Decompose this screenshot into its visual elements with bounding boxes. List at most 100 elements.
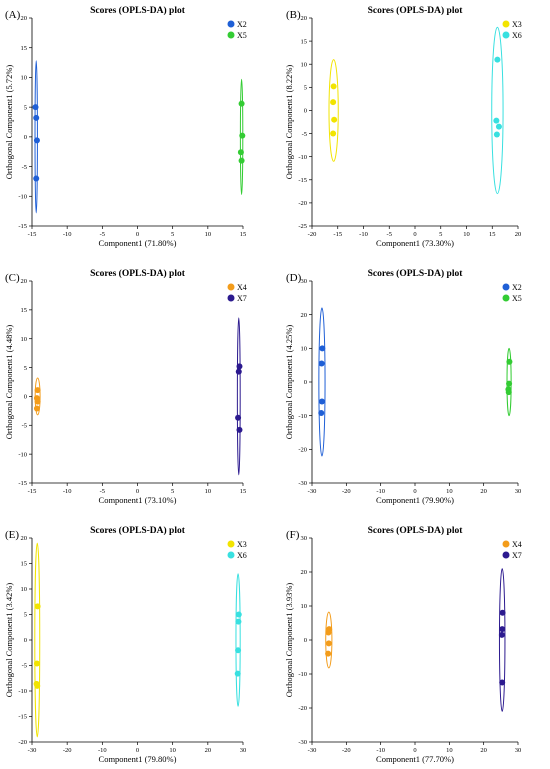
- y-tick-label: 10: [21, 75, 28, 82]
- confidence-ellipse: [236, 317, 241, 476]
- y-tick-label: 10: [301, 603, 308, 610]
- x-tick-label: -10: [376, 747, 385, 754]
- legend-marker: [227, 551, 235, 559]
- data-point: [32, 104, 39, 111]
- data-point: [34, 398, 41, 405]
- data-point: [325, 629, 332, 636]
- y-tick-label: -20: [298, 705, 307, 712]
- y-axis-label: Orthogonal Component1 (4.48%): [4, 325, 14, 440]
- x-tick-label: 30: [515, 488, 522, 495]
- data-point: [499, 609, 506, 616]
- y-tick-label: -5: [22, 422, 27, 429]
- x-tick-label: -10: [376, 488, 385, 495]
- legend-label: X7: [237, 294, 247, 303]
- data-point: [238, 157, 245, 164]
- panel-label: (B): [286, 9, 301, 21]
- legend-marker: [227, 283, 235, 291]
- x-tick-label: 15: [240, 231, 247, 238]
- y-tick-label: 0: [24, 637, 27, 644]
- data-point: [330, 130, 337, 137]
- x-tick-label: 20: [205, 747, 212, 754]
- data-point: [234, 670, 241, 677]
- data-point: [33, 137, 40, 144]
- data-point: [506, 358, 513, 365]
- x-tick-label: -30: [308, 488, 317, 495]
- x-tick-label: -15: [28, 231, 37, 238]
- y-tick-label: 15: [21, 45, 28, 52]
- y-tick-label: -20: [18, 739, 27, 746]
- y-tick-label: 5: [24, 612, 27, 619]
- x-tick-label: 0: [136, 747, 139, 754]
- x-tick-label: 30: [240, 747, 247, 754]
- y-tick-label: 5: [304, 85, 307, 92]
- data-point: [236, 426, 243, 433]
- x-tick-label: -30: [308, 747, 317, 754]
- chart-title: Scores (OPLS-DA) plot: [90, 525, 186, 536]
- y-axis-label: Orthogonal Component1 (3.42%): [4, 583, 14, 698]
- legend-label: X4: [237, 283, 247, 292]
- y-tick-label: -10: [298, 671, 307, 678]
- x-tick-label: 10: [463, 231, 470, 238]
- data-point: [494, 56, 501, 63]
- chart-panel: (A) Scores (OPLS-DA) plot -15 -10 -5 0 5 10 15 -1…: [4, 5, 247, 248]
- data-point: [235, 647, 242, 654]
- y-tick-label: 20: [301, 312, 308, 319]
- chart-panel: (F) Scores (OPLS-DA) plot -30 -20 -10 0 10 20 30…: [284, 525, 522, 764]
- x-axis-label: Component1 (77.70%): [376, 754, 454, 764]
- y-tick-label: 20: [21, 535, 28, 542]
- data-point: [493, 131, 500, 138]
- legend-label: X2: [512, 283, 522, 292]
- chart-title: Scores (OPLS-DA) plot: [368, 5, 464, 16]
- y-tick-label: 5: [24, 104, 27, 111]
- confidence-ellipse: [318, 307, 326, 457]
- legend-label: X5: [512, 294, 522, 303]
- data-point: [239, 132, 246, 139]
- data-point: [325, 640, 332, 647]
- data-point: [493, 117, 500, 124]
- x-tick-label: -10: [63, 488, 72, 495]
- y-tick-label: -10: [298, 154, 307, 161]
- x-tick-label: -20: [63, 747, 72, 754]
- y-tick-label: 5: [24, 365, 27, 372]
- x-tick-label: -5: [387, 231, 392, 238]
- y-tick-label: -10: [18, 193, 27, 200]
- legend-marker: [227, 540, 235, 548]
- y-tick-label: -10: [298, 413, 307, 420]
- chart-title: Scores (OPLS-DA) plot: [368, 268, 464, 279]
- x-tick-label: 20: [480, 747, 487, 754]
- data-point: [33, 175, 40, 182]
- chart-panel: (E) Scores (OPLS-DA) plot-30 -20 -10 0 10 20 30…: [4, 525, 247, 764]
- x-axis-label: Component1 (73.30%): [376, 238, 454, 248]
- confidence-ellipse: [325, 611, 333, 669]
- data-point: [34, 682, 41, 689]
- x-axis-label: Component1 (73.10%): [99, 495, 177, 505]
- y-tick-label: -10: [18, 688, 27, 695]
- legend-label: X2: [237, 20, 247, 29]
- y-axis-label: Orthogonal Component1 (3.93%): [284, 583, 294, 698]
- x-tick-label: 0: [413, 747, 416, 754]
- x-tick-label: 10: [446, 747, 453, 754]
- x-tick-label: 0: [136, 231, 139, 238]
- x-tick-label: 5: [171, 231, 174, 238]
- x-tick-label: -10: [359, 231, 368, 238]
- x-tick-label: 15: [489, 231, 496, 238]
- x-tick-label: -15: [333, 231, 342, 238]
- x-tick-label: 20: [480, 488, 487, 495]
- legend-marker: [227, 294, 235, 302]
- data-point: [318, 398, 325, 405]
- y-tick-label: 30: [301, 278, 308, 285]
- y-tick-label: 20: [21, 15, 28, 22]
- x-tick-label: 0: [413, 231, 416, 238]
- y-tick-label: -15: [18, 480, 27, 487]
- confidence-ellipse: [34, 542, 41, 738]
- x-tick-label: -10: [63, 231, 72, 238]
- legend-label: X6: [237, 551, 247, 560]
- y-tick-label: 10: [301, 61, 308, 68]
- data-point: [495, 123, 502, 130]
- data-point: [33, 660, 40, 667]
- x-tick-label: -15: [28, 488, 37, 495]
- data-point: [325, 650, 332, 657]
- y-tick-label: 10: [21, 586, 28, 593]
- legend-label: X5: [237, 31, 247, 40]
